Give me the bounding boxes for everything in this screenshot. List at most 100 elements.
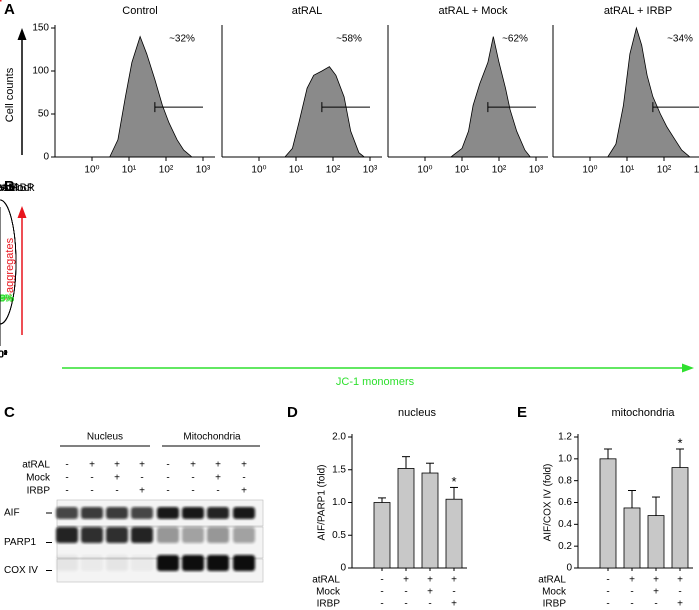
x-tick-label: 10⁰ bbox=[0, 350, 8, 361]
x-tick-label: 10¹ bbox=[455, 165, 470, 176]
condition-sign: + bbox=[451, 575, 457, 586]
condition-sign: - bbox=[654, 599, 657, 610]
y-tick-label: 0.8 bbox=[558, 475, 572, 486]
condition-label: IRBP bbox=[543, 599, 567, 610]
condition-sign: - bbox=[404, 587, 407, 598]
y-tick-label: 50 bbox=[38, 109, 50, 120]
row-sign: + bbox=[89, 460, 95, 471]
condition-sign: - bbox=[428, 599, 431, 610]
x-tick-label: 10¹ bbox=[0, 350, 8, 361]
panel-label: A bbox=[4, 1, 15, 18]
band bbox=[207, 555, 229, 571]
row-sign: - bbox=[90, 473, 93, 484]
event-dot bbox=[0, 0, 2, 2]
condition-sign: + bbox=[677, 575, 683, 586]
significance: * bbox=[677, 435, 682, 450]
band bbox=[233, 507, 255, 519]
x-tick-label: 10⁰ bbox=[0, 350, 8, 361]
panel-label: B bbox=[4, 178, 15, 195]
bar bbox=[647, 515, 665, 569]
y-tick-label: 0.5 bbox=[332, 530, 346, 541]
x-tick-label: 10⁰ bbox=[417, 165, 432, 176]
histogram-area bbox=[284, 66, 366, 158]
condition-label: atRAL bbox=[538, 575, 566, 586]
panel-label: C bbox=[4, 404, 15, 421]
bar bbox=[599, 458, 617, 569]
band bbox=[182, 555, 204, 571]
chart-title: atRAL + IRBP bbox=[604, 5, 672, 17]
bar bbox=[623, 507, 641, 569]
row-sign: - bbox=[166, 460, 169, 471]
y-tick-label: 1.0 bbox=[332, 497, 346, 508]
chart-title: nucleus bbox=[398, 407, 436, 419]
x-tick-label: 10² bbox=[0, 350, 8, 361]
band bbox=[131, 507, 153, 519]
x-axis-label: JC-1 monomers bbox=[336, 376, 415, 388]
x-tick-label: 10³ bbox=[196, 165, 211, 176]
y-tick-label: 0 bbox=[566, 563, 572, 574]
row-sign: + bbox=[114, 460, 120, 471]
chart-title: Control bbox=[0, 182, 18, 194]
band bbox=[157, 555, 179, 571]
band bbox=[207, 527, 229, 543]
condition-sign: - bbox=[606, 575, 609, 586]
y-axis-label: Cell counts bbox=[4, 67, 16, 122]
band-label: AIF bbox=[4, 508, 20, 519]
band bbox=[233, 527, 255, 543]
condition-label: Mock bbox=[316, 587, 341, 598]
group-label: Mitochondria bbox=[183, 432, 241, 443]
band bbox=[233, 555, 255, 571]
annotation: ~23% bbox=[0, 294, 13, 305]
x-tick-label: 10³ bbox=[0, 350, 8, 361]
row-sign: - bbox=[90, 486, 93, 497]
row-sign: - bbox=[191, 473, 194, 484]
row-sign: + bbox=[114, 473, 120, 484]
condition-label: Mock bbox=[542, 587, 567, 598]
y-axis-label: J-aggregates bbox=[4, 237, 16, 302]
y-tick-label: 0.6 bbox=[558, 497, 572, 508]
condition-sign: + bbox=[451, 599, 457, 610]
chart-title: atRAL + Mock bbox=[0, 182, 35, 194]
condition-label: IRBP bbox=[317, 599, 341, 610]
annotation: ~4.6% bbox=[0, 294, 14, 305]
band bbox=[207, 507, 229, 519]
band-label: PARP1 bbox=[4, 537, 36, 548]
group-label: Nucleus bbox=[87, 432, 123, 443]
condition-sign: + bbox=[653, 587, 659, 598]
row-sign: + bbox=[215, 460, 221, 471]
annotation: ~3.9% bbox=[0, 294, 14, 305]
y-tick-label: 150 bbox=[32, 23, 49, 34]
x-tick-label: 10¹ bbox=[620, 165, 635, 176]
row-sign: + bbox=[190, 460, 196, 471]
condition-sign: - bbox=[630, 587, 633, 598]
bar bbox=[445, 498, 463, 569]
row-label: atRAL bbox=[22, 460, 50, 471]
chart-title: atRAL + IRBP bbox=[0, 182, 34, 194]
condition-sign: - bbox=[380, 587, 383, 598]
x-tick-label: 10¹ bbox=[289, 165, 304, 176]
x-tick-label: 10⁰ bbox=[251, 165, 266, 176]
band bbox=[106, 507, 128, 519]
histogram-area bbox=[109, 35, 193, 158]
y-tick-label: 0 bbox=[340, 563, 346, 574]
row-sign: - bbox=[115, 486, 118, 497]
row-sign: - bbox=[191, 486, 194, 497]
annotation: ~20% bbox=[0, 294, 13, 305]
condition-sign: - bbox=[678, 587, 681, 598]
row-sign: + bbox=[139, 460, 145, 471]
condition-sign: + bbox=[427, 575, 433, 586]
x-tick-label: 10⁰ bbox=[84, 165, 99, 176]
band bbox=[182, 507, 204, 519]
x-tick-label: 10² bbox=[492, 165, 507, 176]
condition-sign: - bbox=[380, 599, 383, 610]
row-sign: - bbox=[166, 486, 169, 497]
x-tick-label: 10⁰ bbox=[582, 165, 597, 176]
chart-title: mitochondria bbox=[612, 407, 676, 419]
bar bbox=[397, 468, 415, 569]
row-sign: + bbox=[241, 486, 247, 497]
row-sign: - bbox=[140, 473, 143, 484]
chart-title: atRAL bbox=[292, 5, 323, 17]
band bbox=[56, 527, 78, 543]
condition-sign: + bbox=[403, 575, 409, 586]
row-label: IRBP bbox=[27, 486, 51, 497]
